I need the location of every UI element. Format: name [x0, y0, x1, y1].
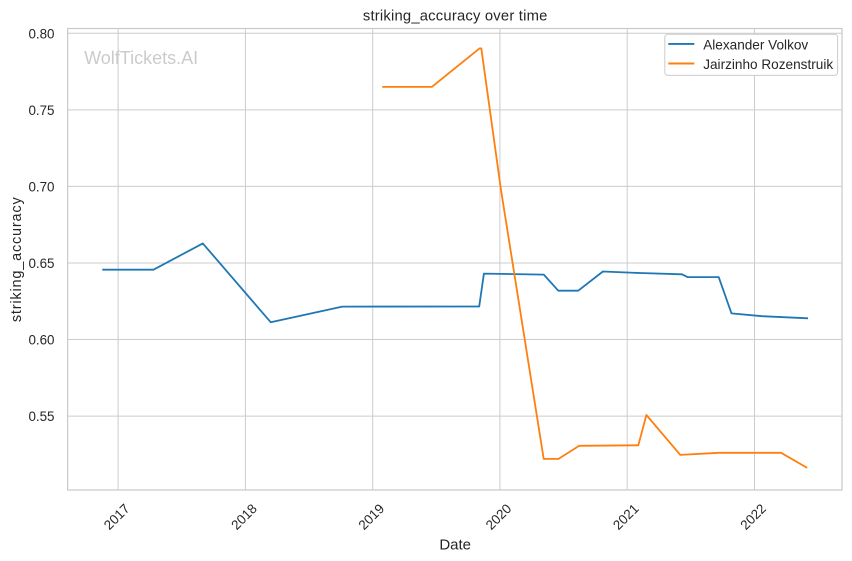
svg-text:striking_accuracy over time: striking_accuracy over time [363, 8, 548, 24]
svg-text:0.75: 0.75 [28, 103, 54, 118]
svg-text:0.60: 0.60 [28, 333, 54, 348]
svg-text:WolfTickets.AI: WolfTickets.AI [84, 48, 198, 68]
svg-text:0.80: 0.80 [28, 26, 54, 41]
svg-text:striking_accuracy: striking_accuracy [9, 196, 25, 322]
svg-text:0.55: 0.55 [28, 409, 54, 424]
svg-text:Date: Date [439, 537, 471, 554]
svg-text:0.65: 0.65 [28, 256, 54, 271]
svg-text:0.70: 0.70 [28, 179, 54, 194]
svg-text:Alexander Volkov: Alexander Volkov [703, 37, 808, 52]
svg-text:Jairzinho Rozenstruik: Jairzinho Rozenstruik [703, 57, 833, 72]
